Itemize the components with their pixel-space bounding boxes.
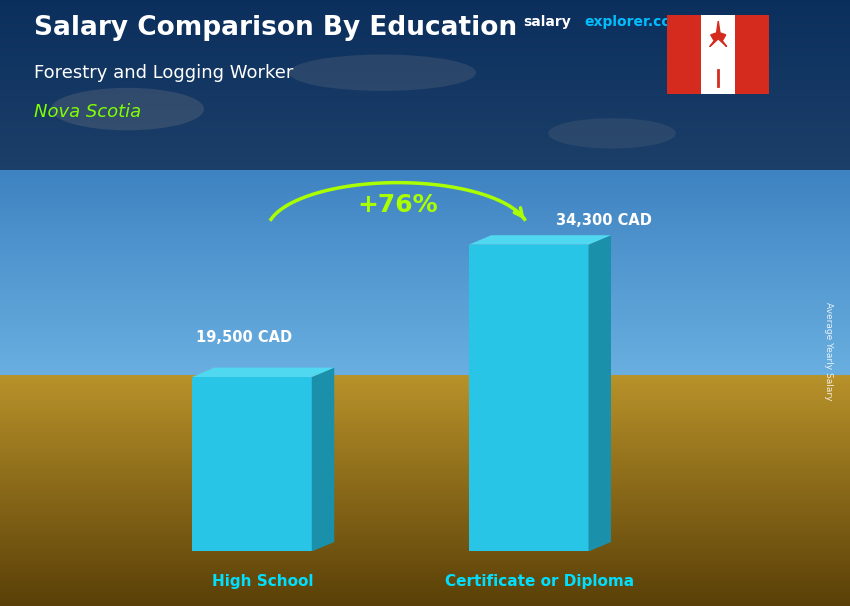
Text: Certificate or Diploma: Certificate or Diploma — [445, 574, 634, 589]
Polygon shape — [312, 368, 334, 551]
Text: Forestry and Logging Worker: Forestry and Logging Worker — [34, 64, 293, 82]
Polygon shape — [710, 21, 727, 47]
Bar — [192, 377, 312, 551]
Ellipse shape — [51, 88, 204, 130]
Text: 34,300 CAD: 34,300 CAD — [556, 213, 651, 228]
Text: Nova Scotia: Nova Scotia — [34, 103, 141, 121]
Text: explorer.com: explorer.com — [584, 15, 685, 29]
Ellipse shape — [548, 118, 676, 148]
Text: salary: salary — [523, 15, 570, 29]
Polygon shape — [192, 368, 334, 377]
Ellipse shape — [289, 55, 476, 91]
Text: Average Yearly Salary: Average Yearly Salary — [824, 302, 833, 401]
Bar — [667, 15, 701, 94]
Text: Salary Comparison By Education: Salary Comparison By Education — [34, 15, 517, 41]
Polygon shape — [588, 235, 611, 551]
Bar — [0, 0, 850, 170]
Bar — [469, 245, 588, 551]
Text: High School: High School — [212, 574, 314, 589]
Text: +76%: +76% — [358, 193, 438, 216]
Bar — [735, 15, 769, 94]
Polygon shape — [469, 235, 611, 245]
Bar — [701, 15, 735, 94]
Text: 19,500 CAD: 19,500 CAD — [196, 330, 292, 345]
